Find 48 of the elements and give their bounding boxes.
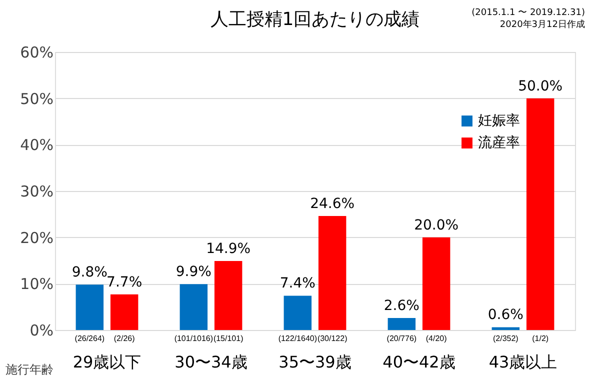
- bar: [492, 327, 520, 330]
- y-tick-label: 20%: [20, 228, 54, 247]
- data-label: 0.6%: [488, 307, 524, 324]
- bar: [388, 318, 416, 330]
- chart-title: 人工授精1回あたりの成績: [210, 9, 420, 30]
- annotation: (101/1016): [174, 334, 214, 343]
- bar: [422, 237, 450, 330]
- annotation: (4/20): [426, 334, 448, 343]
- data-label: 24.6%: [310, 196, 355, 212]
- y-tick-label: 60%: [20, 44, 54, 62]
- annotation: (1/2): [532, 334, 549, 343]
- bar: [284, 296, 312, 330]
- annotation: (20/776): [386, 334, 417, 343]
- y-tick-label: 0%: [30, 322, 54, 340]
- bar: [318, 216, 346, 330]
- legend-label: 流産率: [478, 135, 520, 151]
- annotation: (122/1640): [278, 334, 318, 343]
- bar: [76, 284, 104, 330]
- data-label: 2.6%: [384, 298, 420, 314]
- legend-label: 妊娠率: [478, 113, 520, 129]
- y-tick-label: 30%: [20, 182, 54, 200]
- y-tick-label: 10%: [20, 275, 54, 294]
- y-tick-label: 50%: [20, 90, 54, 108]
- text: 2020年3月12日作成: [500, 19, 585, 30]
- annotation: (30/122): [317, 334, 348, 343]
- bar: [110, 294, 138, 330]
- x-tick-label: 29歳以下: [72, 352, 142, 372]
- bar: [526, 98, 554, 330]
- x-tick-label: 43歳以上: [488, 352, 558, 372]
- data-label: 50.0%: [518, 78, 563, 94]
- data-label: 7.4%: [280, 276, 316, 292]
- data-label: 9.8%: [72, 264, 108, 281]
- bar: [214, 260, 242, 330]
- data-label: 9.9%: [176, 264, 212, 280]
- text: (2015.1.1 〜 2019.12.31): [472, 8, 585, 18]
- x-tick-label: 40〜42歳: [382, 352, 456, 372]
- x-tick-label: 35〜39歳: [278, 352, 352, 372]
- data-label: 20.0%: [414, 217, 459, 234]
- y-tick-label: 40%: [20, 136, 54, 154]
- annotation: (2/26): [114, 334, 136, 343]
- x-axis-title: 施行年齢: [6, 362, 54, 376]
- annotation: (2/352): [492, 334, 519, 343]
- data-label: 7.7%: [106, 274, 142, 290]
- annotation: (26/264): [74, 334, 105, 343]
- x-tick-label: 30〜34歳: [174, 352, 248, 372]
- annotation: (15/101): [213, 334, 244, 343]
- bar: [180, 284, 208, 330]
- data-label: 14.9%: [206, 240, 251, 257]
